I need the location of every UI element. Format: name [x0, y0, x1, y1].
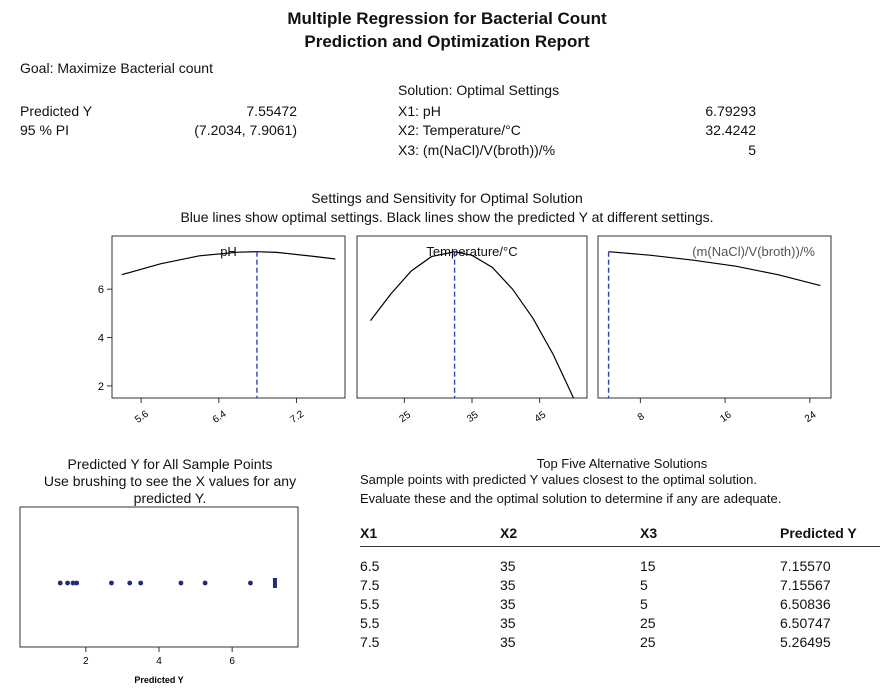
column-header-x3: X3	[640, 520, 780, 547]
table-cell: 25	[640, 614, 656, 631]
setting-value-x3: 5	[748, 142, 756, 158]
table-cell: 35	[500, 614, 516, 631]
scatter-point	[248, 580, 253, 586]
x-tick-label: 7.2	[288, 408, 306, 425]
predicted-y-curve	[608, 251, 821, 287]
x-tick-label: 35	[465, 409, 481, 425]
table-header-row: X1 X2 X3 Predicted Y	[360, 520, 880, 547]
y-tick-label: 6	[98, 284, 104, 296]
pi-label: 95 % PI	[20, 122, 70, 138]
scatter-point	[274, 578, 277, 588]
predicted-y-curve	[121, 251, 336, 276]
predicted-y-scatter: 2 4 6 Predicted Y	[19, 506, 299, 685]
sensitivity-panel-2: Temperature/°C 25 35 45	[356, 235, 588, 425]
alternatives-table-wrap: X1 X2 X3 Predicted Y 6.5 35 15 7.15570 7…	[360, 520, 880, 651]
report-title-line2: Prediction and Optimization Report	[304, 32, 590, 51]
y-tick-label: 2	[98, 381, 104, 393]
table-row: 5.5 35 5 6.50836	[360, 594, 880, 613]
x-axis-label: Predicted Y	[134, 675, 183, 685]
table-cell: 6.50747	[780, 614, 831, 631]
panel-title: pH	[220, 244, 237, 259]
x-tick-label: 25	[398, 409, 414, 425]
column-header-predicted-y: Predicted Y	[780, 520, 880, 547]
x-tick-label: 6.4	[211, 408, 229, 425]
goal-text: Goal: Maximize Bacterial count	[20, 60, 213, 76]
scatter-subheading-2: predicted Y.	[133, 490, 207, 506]
predicted-y-label: Predicted Y	[20, 103, 93, 119]
scatter-frame	[19, 506, 299, 648]
alternatives-subheading-1: Sample points with predicted Y values cl…	[360, 472, 757, 487]
pi-value: (7.2034, 7.9061)	[194, 122, 297, 138]
predicted-y-curve	[370, 251, 575, 399]
x-tick-label: 2	[83, 656, 89, 667]
scatter-point	[127, 580, 133, 586]
panel-title: Temperature/°C	[426, 244, 517, 259]
y-tick-label: 4	[98, 333, 104, 345]
table-cell: 6.5	[360, 557, 380, 574]
scatter-point	[202, 580, 208, 586]
scatter-point	[70, 580, 76, 586]
report-title-line1: Multiple Regression for Bacterial Count	[287, 9, 607, 28]
alternatives-heading: Top Five Alternative Solutions	[536, 456, 708, 471]
scatter-point	[57, 580, 63, 586]
scatter-point	[74, 580, 80, 586]
x-tick-label: 5.6	[133, 408, 151, 425]
x-tick-label: 4	[156, 656, 162, 667]
panel-title: (m(NaCl)/V(broth))/%	[692, 244, 815, 259]
x-tick-label: 24	[803, 409, 819, 425]
table-cell: 35	[500, 557, 516, 574]
scatter-subheading-1: Use brushing to see the X values for any	[43, 473, 297, 489]
table-cell: 5	[640, 595, 648, 612]
panel-frame	[356, 235, 588, 399]
scatter-point	[109, 580, 114, 586]
scatter-point	[272, 578, 276, 588]
x-tick-label: 8	[636, 411, 647, 423]
table-cell: 35	[500, 633, 516, 650]
table-cell: 7.5	[360, 633, 380, 650]
scatter-point	[138, 580, 144, 586]
column-header-x1: X1	[360, 520, 500, 547]
scatter-heading: Predicted Y for All Sample Points	[67, 456, 273, 472]
table-cell: 6.50836	[780, 595, 831, 612]
table-cell: 35	[500, 576, 516, 593]
x-tick-label: 45	[533, 409, 549, 425]
table-cell: 7.5	[360, 576, 380, 593]
setting-label-x2: X2: Temperature/°C	[398, 122, 521, 138]
panel-frame	[597, 235, 832, 399]
scatter-point	[178, 580, 184, 586]
table-cell: 15	[640, 557, 656, 574]
solution-header: Solution: Optimal Settings	[398, 82, 560, 98]
predicted-y-value: 7.55472	[246, 103, 297, 119]
table-row: 5.5 35 25 6.50747	[360, 613, 880, 632]
x-tick-label: 16	[718, 409, 734, 425]
table-cell: 35	[500, 595, 516, 612]
setting-label-x3: X3: (m(NaCl)/V(broth))/%	[398, 142, 556, 158]
alternatives-subheading-2: Evaluate these and the optimal solution …	[360, 491, 782, 506]
x-tick-label: 6	[229, 656, 235, 667]
table-cell: 7.15567	[780, 576, 831, 593]
alternatives-table: X1 X2 X3 Predicted Y 6.5 35 15 7.15570 7…	[360, 520, 880, 651]
table-cell: 5.5	[360, 614, 380, 631]
sensitivity-panel-1: pH 5.6 6.4 7.2 2 4 6	[98, 235, 346, 426]
table-cell: 5	[640, 576, 648, 593]
scatter-point	[65, 580, 70, 586]
setting-label-x1: X1: pH	[398, 103, 441, 119]
sensitivity-heading: Settings and Sensitivity for Optimal Sol…	[311, 190, 583, 206]
table-cell: 25	[640, 633, 656, 650]
column-header-x2: X2	[500, 520, 640, 547]
sensitivity-subheading: Blue lines show optimal settings. Black …	[180, 209, 714, 225]
setting-value-x2: 32.4242	[705, 122, 756, 138]
table-cell: 5.26495	[780, 633, 831, 650]
table-row: 7.5 35 25 5.26495	[360, 632, 880, 651]
panel-frame	[111, 235, 346, 399]
table-cell: 7.15570	[780, 557, 831, 574]
table-row: 7.5 35 5 7.15567	[360, 575, 880, 594]
setting-value-x1: 6.79293	[705, 103, 756, 119]
sensitivity-panel-3: (m(NaCl)/V(broth))/% 8 16 24	[597, 235, 832, 425]
table-cell: 5.5	[360, 595, 380, 612]
table-row: 6.5 35 15 7.15570	[360, 556, 880, 575]
